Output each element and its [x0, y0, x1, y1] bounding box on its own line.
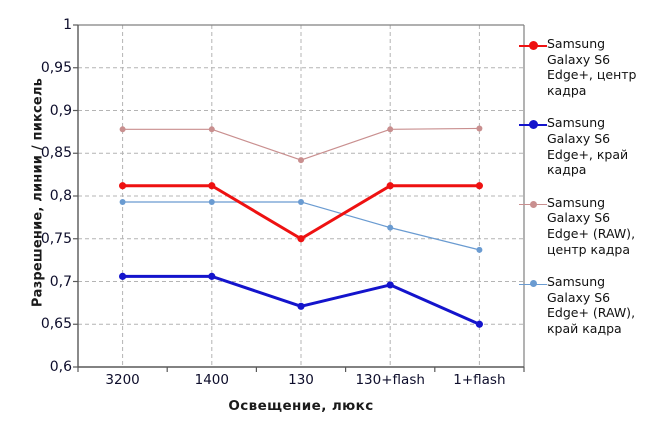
data-point	[298, 198, 304, 205]
y-axis-tick-label: 0,85	[40, 145, 72, 162]
x-axis-tick-label: 3200	[105, 372, 140, 388]
data-point	[119, 272, 127, 280]
y-axis-tick-label: 0,65	[40, 316, 72, 333]
y-axis-tick-label: 0,95	[40, 59, 72, 76]
data-point	[475, 182, 483, 190]
data-point	[386, 182, 394, 190]
y-axis-tick-labels: 0,6 0,65 0,7 0,75 0,8 0,85 0,9 0,95 1	[8, 0, 72, 441]
data-point	[208, 272, 216, 280]
y-axis-tick-label: 0,75	[40, 230, 72, 247]
y-axis-tick-label: 0,6	[49, 359, 72, 375]
legend-marker-icon	[519, 38, 547, 54]
data-point	[386, 281, 394, 289]
y-axis-tick-label: 1	[63, 17, 72, 33]
data-point	[119, 198, 126, 205]
y-axis-tick-label: 0,7	[49, 273, 72, 290]
legend-item-label: Samsung Galaxy S6 Edge+, край кадра	[547, 115, 629, 178]
data-point	[119, 182, 127, 190]
data-point	[475, 320, 483, 328]
y-axis-tick-label: 0,8	[49, 188, 72, 204]
legend-marker-icon	[519, 197, 547, 213]
x-axis-tick-label: 130	[288, 372, 314, 388]
data-point	[476, 125, 483, 132]
series-line	[119, 182, 483, 243]
x-axis-tick-label: 1400	[194, 372, 229, 388]
chart-legend: Samsung Galaxy S6 Edge+, центр кадра Sams…	[519, 36, 662, 354]
data-point	[387, 224, 394, 231]
legend-item: Samsung Galaxy S6 Edge+ (RAW), центр кад…	[519, 195, 662, 257]
data-point	[208, 182, 216, 190]
legend-item: Samsung Galaxy S6 Edge+, центр кадра	[519, 36, 662, 98]
data-point	[119, 126, 126, 133]
x-axis-tick-label: 130+flash	[355, 372, 425, 388]
data-point	[208, 126, 215, 133]
legend-marker-icon	[519, 276, 547, 292]
data-point	[297, 235, 305, 243]
legend-item-label: Samsung Galaxy S6 Edge+ (RAW), центр кад…	[547, 194, 636, 257]
data-point	[297, 302, 305, 310]
x-axis-tick-labels: 3200 1400 130 130+flash 1+flash	[0, 372, 662, 394]
legend-marker-icon	[519, 117, 547, 133]
legend-item-label: Samsung Galaxy S6 Edge+, центр кадра	[547, 36, 637, 98]
y-axis-tick-label: 0,9	[49, 102, 72, 119]
legend-item: Samsung Galaxy S6 Edge+ (RAW), край кадр…	[519, 274, 662, 336]
data-point	[208, 198, 215, 205]
data-point	[298, 157, 304, 164]
legend-item-label: Samsung Galaxy S6 Edge+ (RAW), край кадр…	[547, 274, 636, 336]
series-line	[119, 272, 483, 328]
series-line	[119, 198, 483, 253]
series-line	[119, 125, 483, 164]
data-point	[387, 126, 394, 133]
legend-item: Samsung Galaxy S6 Edge+, край кадра	[519, 115, 662, 177]
x-axis-tick-label: 1+flash	[453, 372, 506, 388]
data-point	[476, 246, 483, 253]
x-axis-title: Освещение, люкс	[228, 398, 374, 414]
